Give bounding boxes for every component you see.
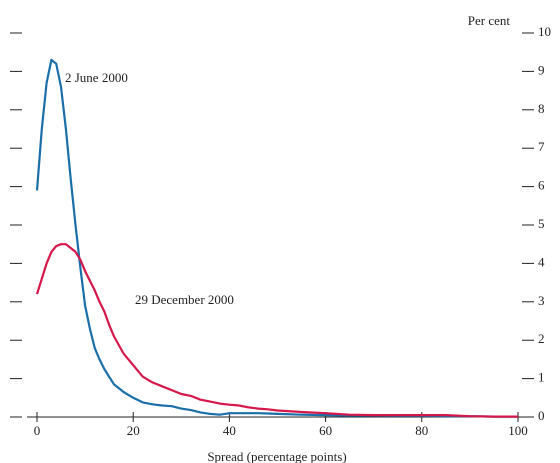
y-tick-label: 6 — [538, 178, 545, 193]
y-tick-label: 4 — [538, 254, 545, 269]
y-tick-label: 2 — [538, 331, 545, 346]
series-label: 29 December 2000 — [135, 292, 234, 307]
x-tick-label: 100 — [508, 423, 528, 438]
y-tick-label: 0 — [538, 408, 545, 423]
x-tick-label: 40 — [223, 423, 236, 438]
y-tick-label: 8 — [538, 101, 545, 116]
y-tick-label: 3 — [538, 293, 545, 308]
y-tick-label: 9 — [538, 62, 545, 77]
series-label: 2 June 2000 — [65, 70, 128, 85]
series-line — [35, 243, 518, 418]
x-tick-label: 60 — [319, 423, 332, 438]
y-tick-label: 1 — [538, 370, 545, 385]
y-tick-label: 5 — [538, 216, 545, 231]
x-axis-label: Spread (percentage points) — [207, 449, 346, 463]
y-axis-label: Per cent — [468, 13, 511, 28]
x-tick-label: 0 — [34, 423, 41, 438]
y-tick-label: 10 — [538, 24, 551, 39]
x-tick-label: 80 — [415, 423, 428, 438]
series-line — [35, 58, 518, 418]
y-tick-label: 7 — [538, 139, 545, 154]
x-tick-label: 20 — [127, 423, 140, 438]
